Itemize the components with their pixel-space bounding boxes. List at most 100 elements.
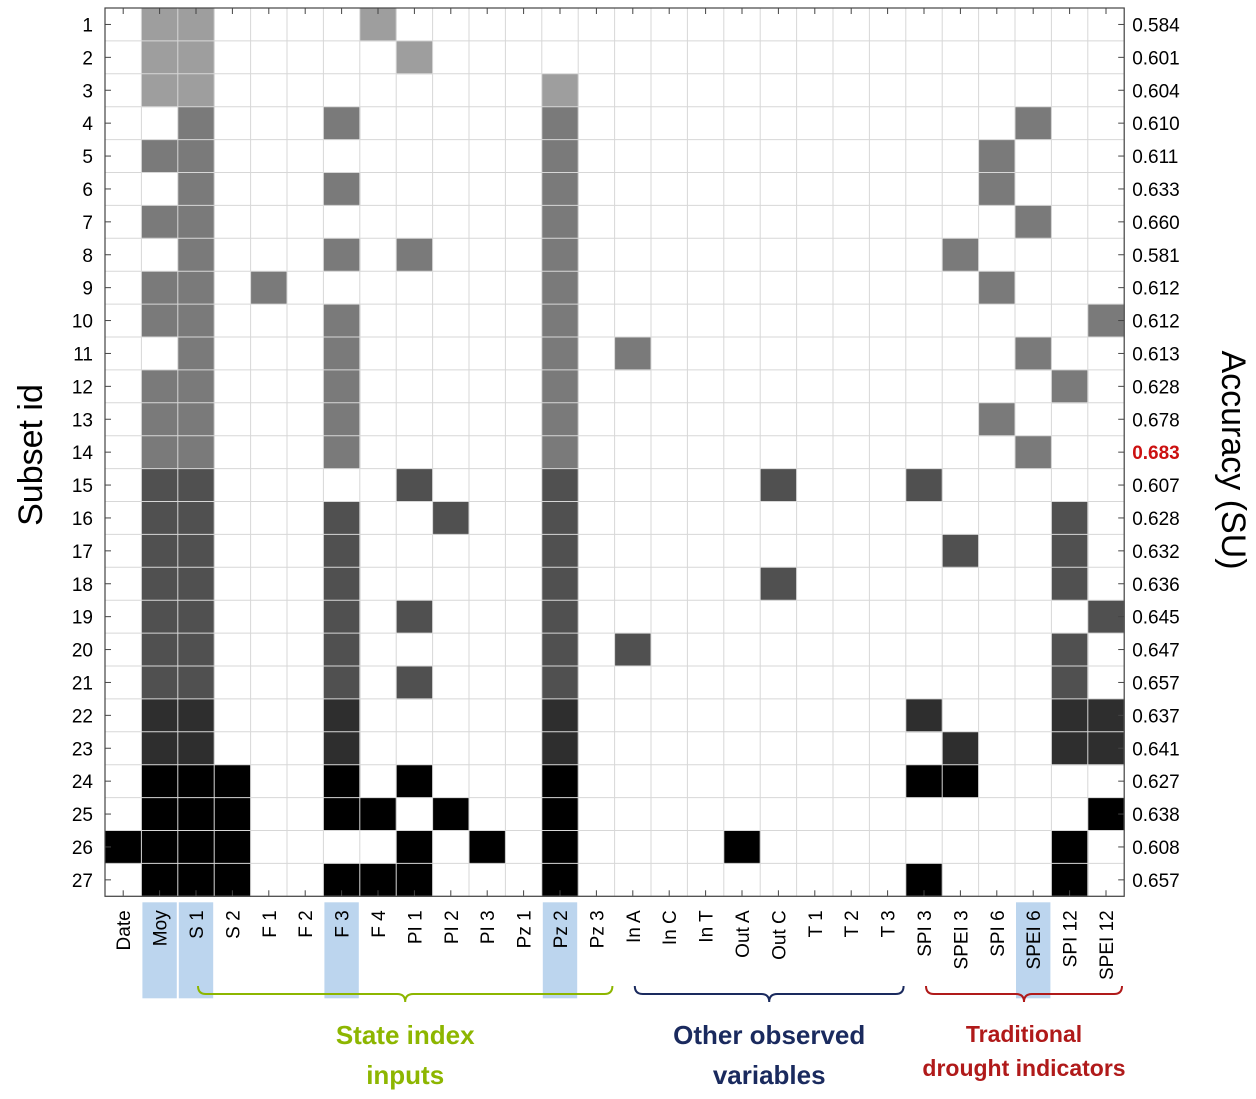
heatmap-cell xyxy=(177,468,215,502)
heatmap-cell xyxy=(541,567,579,601)
heatmap-cell xyxy=(177,600,215,634)
accuracy-axis-title: Accuracy (SU) xyxy=(1214,350,1252,569)
heatmap-cell xyxy=(614,633,652,667)
heatmap-cell xyxy=(323,600,361,634)
heatmap-cell xyxy=(541,698,579,733)
group-label: drought indicators xyxy=(922,1055,1125,1081)
heatmap-cell xyxy=(359,797,397,831)
heatmap-cell xyxy=(978,271,1016,305)
heatmap-cell xyxy=(942,731,979,766)
heatmap-cell xyxy=(323,106,361,140)
heatmap-cell xyxy=(177,435,215,469)
heatmap-cell xyxy=(177,73,215,108)
heatmap-cell xyxy=(1051,633,1089,667)
heatmap-cell xyxy=(177,731,215,766)
highlight-band xyxy=(542,902,578,999)
x-tick-label: In C xyxy=(660,910,681,945)
heatmap-cell xyxy=(141,567,179,601)
x-tick-label: Pz 2 xyxy=(551,910,572,948)
y-tick-label: 6 xyxy=(82,180,93,201)
y-tick-label: 11 xyxy=(73,344,93,365)
y-tick-label: 25 xyxy=(72,805,93,826)
heatmap-cell xyxy=(141,633,179,667)
x-tick-label: T 1 xyxy=(806,910,827,937)
y-tick-label: 9 xyxy=(82,279,93,300)
accuracy-label: 0.612 xyxy=(1132,279,1180,300)
y-tick-label: 22 xyxy=(72,706,93,727)
y-tick-label: 27 xyxy=(72,871,93,892)
accuracy-label: 0.638 xyxy=(1132,805,1180,826)
y-tick-label: 19 xyxy=(72,608,93,629)
heatmap-cell xyxy=(141,468,179,502)
heatmap-cell xyxy=(1051,830,1089,864)
y-tick-label: 5 xyxy=(82,147,93,168)
heatmap-cell xyxy=(323,534,361,568)
y-tick-label: 20 xyxy=(72,641,93,662)
y-tick-label: 12 xyxy=(72,377,93,398)
x-tick-label: SPI 6 xyxy=(988,910,1009,956)
heatmap-cell xyxy=(396,238,433,272)
x-tick-label: F 1 xyxy=(260,910,281,937)
group-label: variables xyxy=(713,1060,826,1090)
heatmap-cell xyxy=(177,633,215,667)
heatmap-cell xyxy=(396,468,433,502)
x-tick-label: T 2 xyxy=(842,910,863,937)
accuracy-label: 0.627 xyxy=(1132,772,1180,793)
heatmap-cell xyxy=(323,435,361,469)
x-tick-label: SPEI 6 xyxy=(1024,910,1045,969)
heatmap-cell xyxy=(323,238,361,272)
highlight-band xyxy=(178,902,214,999)
accuracy-label: 0.601 xyxy=(1132,48,1180,69)
heatmap-cell xyxy=(177,764,215,798)
heatmap-cell xyxy=(1015,337,1052,371)
heatmap-cell xyxy=(541,600,579,634)
heatmap-cell xyxy=(541,731,579,766)
accuracy-label: 0.641 xyxy=(1132,739,1180,760)
group-label: inputs xyxy=(366,1060,444,1090)
accuracy-label: 0.657 xyxy=(1132,673,1180,694)
heatmap-cell xyxy=(323,172,361,206)
heatmap-cell xyxy=(541,73,579,108)
accuracy-label: 0.683 xyxy=(1132,443,1180,464)
heatmap-cell xyxy=(177,337,215,371)
x-tick-label: S 1 xyxy=(187,910,208,939)
heatmap-cell xyxy=(1051,501,1089,535)
x-tick-label: In A xyxy=(624,910,645,943)
y-tick-label: 1 xyxy=(82,15,93,36)
accuracy-label: 0.604 xyxy=(1132,81,1180,102)
heatmap-cell xyxy=(1051,567,1089,601)
heatmap-cell xyxy=(942,764,979,798)
heatmap-cell xyxy=(141,764,179,798)
y-axis-title: Subset id xyxy=(12,384,50,526)
x-tick-label: PI 3 xyxy=(478,910,499,944)
heatmap-cell xyxy=(942,534,979,568)
accuracy-label: 0.611 xyxy=(1132,147,1178,168)
heatmap-cell xyxy=(214,764,251,798)
x-tick-label: Out A xyxy=(733,910,754,958)
heatmap-cell xyxy=(541,172,579,206)
heatmap-cell xyxy=(177,501,215,535)
heatmap-cell xyxy=(323,501,361,535)
heatmap-cell xyxy=(214,830,251,864)
heatmap-cell xyxy=(177,172,215,206)
heatmap-cell xyxy=(177,139,215,173)
heatmap-cell xyxy=(141,435,179,469)
group-brace xyxy=(197,985,614,1003)
heatmap-cell xyxy=(323,698,361,733)
heatmap-cell xyxy=(141,205,179,239)
heatmap-cell xyxy=(978,402,1016,437)
heatmap-cell xyxy=(323,797,361,831)
highlight-band xyxy=(142,902,177,999)
accuracy-label: 0.645 xyxy=(1132,608,1180,629)
heatmap-cell xyxy=(1051,369,1089,404)
heatmap-cell xyxy=(141,501,179,535)
accuracy-label: 0.584 xyxy=(1132,15,1180,36)
heatmap-cell xyxy=(177,830,215,864)
group-label: Other observed xyxy=(673,1020,865,1050)
heatmap-cell xyxy=(541,764,579,798)
heatmap-cell xyxy=(214,797,251,831)
x-tick-label: Out C xyxy=(769,910,790,960)
accuracy-label: 0.628 xyxy=(1132,509,1180,530)
heatmap-cell xyxy=(141,534,179,568)
heatmap-cell xyxy=(541,304,579,338)
